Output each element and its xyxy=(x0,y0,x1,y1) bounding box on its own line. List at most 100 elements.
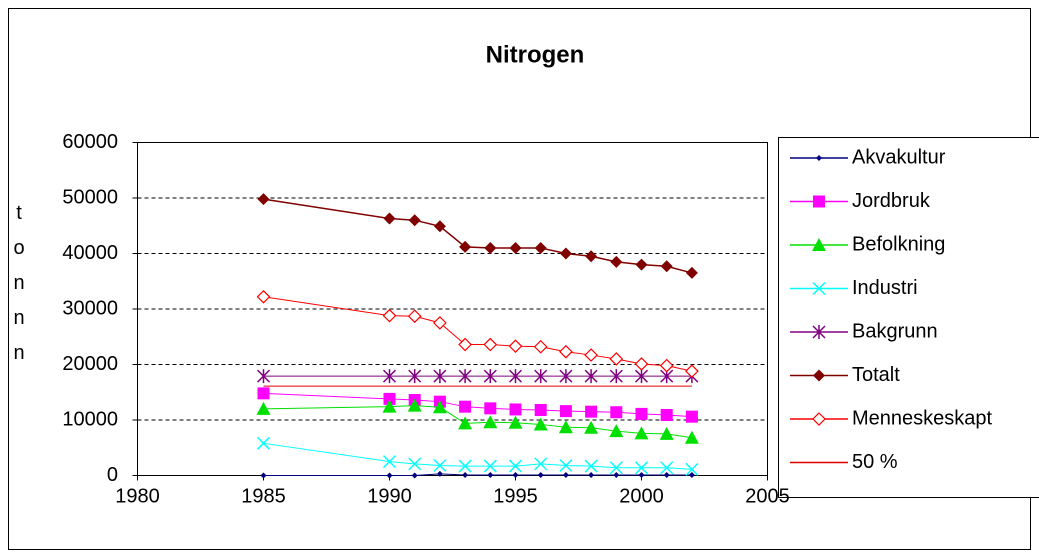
marker xyxy=(458,416,473,430)
marker xyxy=(685,266,698,279)
marker xyxy=(512,471,519,478)
marker xyxy=(408,214,421,227)
marker xyxy=(533,339,548,354)
marker xyxy=(588,471,595,478)
marker xyxy=(459,400,472,413)
legend-marker xyxy=(812,325,826,339)
x-tick-label: 2000 xyxy=(619,485,664,507)
marker xyxy=(559,369,573,384)
marker xyxy=(584,420,599,434)
marker xyxy=(585,250,598,263)
marker xyxy=(483,337,498,352)
y-tick-label: 0 xyxy=(107,464,118,486)
legend-label: Bakgrunn xyxy=(852,320,938,342)
marker xyxy=(256,436,271,450)
marker xyxy=(483,369,497,384)
marker xyxy=(559,458,573,473)
marker xyxy=(508,339,523,354)
marker xyxy=(685,462,699,476)
y-tick-label: 20000 xyxy=(62,353,118,375)
x-tick-label: 1980 xyxy=(115,485,160,507)
marker xyxy=(634,426,649,440)
marker xyxy=(433,458,447,473)
legend-marker xyxy=(812,238,826,251)
marker xyxy=(407,398,422,412)
marker xyxy=(635,258,648,271)
marker xyxy=(508,459,523,473)
marker xyxy=(634,369,649,384)
marker xyxy=(685,410,698,423)
marker xyxy=(660,260,673,273)
marker xyxy=(382,369,397,384)
marker xyxy=(663,471,670,478)
marker xyxy=(382,455,397,469)
x-tick-label: 1995 xyxy=(493,485,538,507)
marker xyxy=(609,461,623,475)
marker xyxy=(436,470,443,477)
legend-marker xyxy=(812,412,826,426)
marker xyxy=(433,369,447,384)
marker xyxy=(509,403,522,416)
y-axis-label: tonnn xyxy=(8,202,30,377)
marker xyxy=(256,289,271,304)
marker xyxy=(533,417,548,431)
marker xyxy=(609,424,624,438)
marker xyxy=(635,407,648,420)
legend-label: Jordbruk xyxy=(852,190,931,212)
marker xyxy=(382,308,397,323)
marker xyxy=(660,409,673,422)
legend-label: Industri xyxy=(852,277,918,299)
marker xyxy=(260,472,267,479)
x-tick-label: 1990 xyxy=(367,485,412,507)
marker xyxy=(584,369,598,384)
marker xyxy=(609,369,623,384)
marker xyxy=(610,406,623,419)
marker xyxy=(408,457,422,471)
marker xyxy=(407,309,422,324)
marker xyxy=(534,457,548,471)
marker xyxy=(483,415,498,429)
x-tick-label: 2005 xyxy=(745,485,790,507)
marker xyxy=(688,471,695,478)
marker xyxy=(609,352,624,366)
marker xyxy=(383,392,396,405)
marker xyxy=(562,471,569,478)
marker xyxy=(433,220,446,233)
marker xyxy=(256,401,271,415)
marker xyxy=(408,369,422,384)
marker xyxy=(585,405,598,418)
legend-marker xyxy=(812,281,826,296)
y-tick-label: 40000 xyxy=(62,242,118,264)
marker xyxy=(684,430,699,444)
marker xyxy=(638,471,645,478)
marker xyxy=(433,316,447,330)
legend-marker xyxy=(813,369,825,382)
marker xyxy=(257,193,270,206)
x-tick-label: 1985 xyxy=(241,485,286,507)
marker xyxy=(685,364,699,379)
marker xyxy=(534,241,547,254)
marker xyxy=(432,400,447,414)
marker xyxy=(634,357,649,371)
marker xyxy=(534,369,548,384)
y-tick-label: 60000 xyxy=(62,131,118,153)
marker xyxy=(462,471,469,478)
marker xyxy=(487,471,494,478)
marker xyxy=(584,459,598,473)
y-tick-label: 50000 xyxy=(62,186,118,208)
marker xyxy=(534,404,547,417)
marker xyxy=(508,415,523,429)
marker xyxy=(509,241,522,254)
marker xyxy=(559,405,572,418)
series-line xyxy=(263,442,692,470)
marker xyxy=(256,369,271,384)
y-tick-label: 30000 xyxy=(62,297,118,319)
legend-label: Menneskeskapt xyxy=(852,407,993,429)
series-line xyxy=(263,405,692,439)
marker xyxy=(458,459,472,473)
marker xyxy=(257,387,270,400)
marker xyxy=(660,461,674,475)
y-tick-label: 10000 xyxy=(62,408,118,430)
marker xyxy=(613,471,620,478)
